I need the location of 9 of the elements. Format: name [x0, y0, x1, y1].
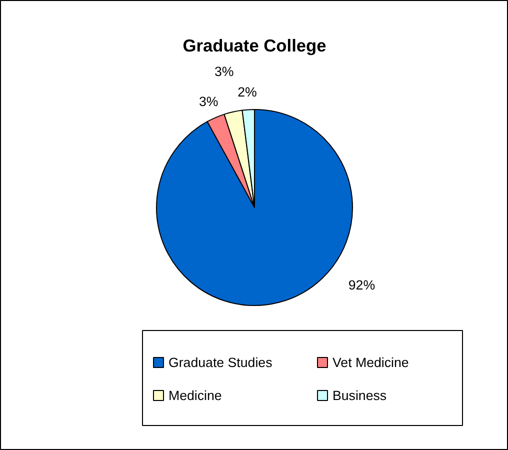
chart-title: Graduate College [182, 36, 327, 56]
data-label: 92% [348, 277, 376, 292]
data-label: 3% [198, 94, 218, 109]
legend-label: Graduate Studies [168, 355, 273, 370]
data-label: 3% [214, 64, 234, 80]
legend-label: Vet Medicine [332, 355, 409, 370]
data-label: 2% [238, 84, 258, 100]
legend-label: Medicine [168, 388, 222, 403]
legend-label: Business [332, 388, 387, 403]
